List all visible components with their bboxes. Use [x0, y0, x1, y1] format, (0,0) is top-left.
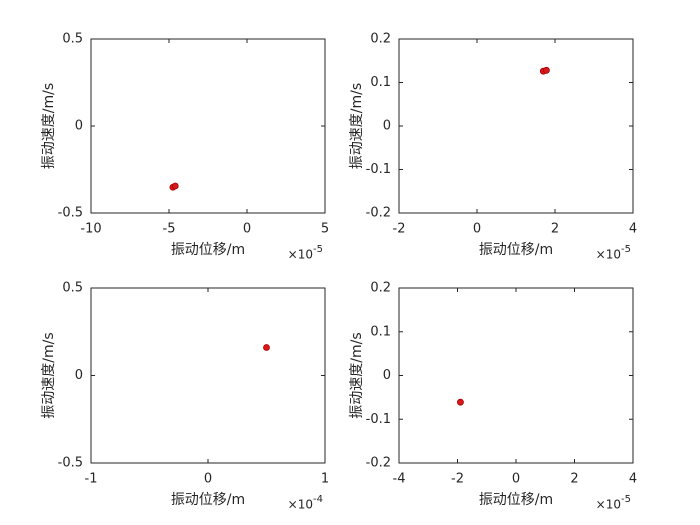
y-tick-label: 0.2	[370, 281, 391, 296]
y-tick-label: -0.5	[58, 206, 83, 221]
x-scale-base: ×10	[288, 248, 313, 262]
x-tick-label: 0	[512, 472, 520, 487]
y-tick-label: -0.2	[366, 456, 391, 471]
x-scale-exponent: -5	[621, 494, 631, 505]
y-tick-label: 0	[383, 368, 391, 383]
point	[457, 398, 464, 406]
x-tick-label: 0	[243, 222, 251, 237]
y-axis-label: 振动速度/m/s	[41, 83, 57, 169]
y-tick-label: 0	[75, 368, 83, 383]
x-tick-label: 0	[473, 222, 481, 237]
y-tick-label: -0.5	[58, 456, 83, 471]
axes-box	[90, 38, 326, 214]
axes-box	[398, 287, 634, 464]
y-tick-label: 0.2	[370, 32, 391, 47]
subplot: -2 0 2 4 -0.2 -0.1 0 0.1 0.2 振动位移/m 振动速度/m/s ×10 -5	[349, 32, 637, 262]
x-scale-exponent: -5	[313, 244, 323, 255]
point	[543, 66, 550, 74]
axes-box	[90, 287, 326, 464]
y-tick-label: 0.1	[370, 324, 391, 339]
x-scale-exponent: -5	[621, 244, 631, 255]
y-tick-label: 0.5	[62, 281, 83, 296]
x-tick-label: -2	[451, 472, 464, 487]
x-scale-base: ×10	[288, 498, 313, 512]
x-tick-label: -4	[393, 472, 406, 487]
x-scale-base: ×10	[596, 248, 621, 262]
x-tick-label: 2	[551, 222, 559, 237]
y-axis-label: 振动速度/m/s	[349, 83, 365, 169]
x-tick-label: 4	[629, 472, 637, 487]
y-tick-label: 0	[75, 119, 83, 134]
y-axis-label: 振动速度/m/s	[349, 332, 365, 418]
x-axis-label: 振动位移/m	[171, 242, 245, 258]
subplot: -4 -2 0 2 4 -0.2 -0.1 0 0.1 0.2 振动位移/m 振动速度/m/s ×10-…	[349, 281, 637, 512]
x-axis-label: 振动位移/m	[479, 242, 553, 258]
x-tick-label: 5	[321, 222, 329, 237]
y-tick-label: -0.1	[366, 162, 391, 177]
point	[263, 344, 270, 351]
y-tick-label: 0.5	[62, 32, 83, 47]
subplot: -1 0 1 -0.5 0 0.5 振动位移/m 振动速度/m/s ×10 -4	[41, 281, 329, 512]
x-scale-base: ×10	[596, 498, 621, 512]
x-tick-label: 1	[321, 472, 329, 487]
x-axis-label: 振动位移/m	[171, 492, 245, 508]
x-tick-label: -10	[80, 222, 101, 237]
x-axis-label: 振动位移/m	[479, 492, 553, 508]
axes-box	[398, 38, 634, 214]
x-tick-label: 4	[629, 222, 637, 237]
x-tick-label: 0	[204, 472, 212, 487]
x-tick-label: -2	[393, 222, 406, 237]
y-tick-label: 0.1	[370, 75, 391, 90]
x-scale-exponent: -4	[313, 494, 323, 505]
y-tick-label: -0.1	[366, 412, 391, 427]
x-tick-label: 2	[570, 472, 578, 487]
x-tick-label: -5	[163, 222, 176, 237]
point	[171, 182, 179, 190]
y-axis-label: 振动速度/m/s	[41, 332, 57, 418]
y-tick-label: 0	[383, 119, 391, 134]
y-tick-label: -0.2	[366, 206, 391, 221]
x-tick-label: -1	[85, 472, 98, 487]
